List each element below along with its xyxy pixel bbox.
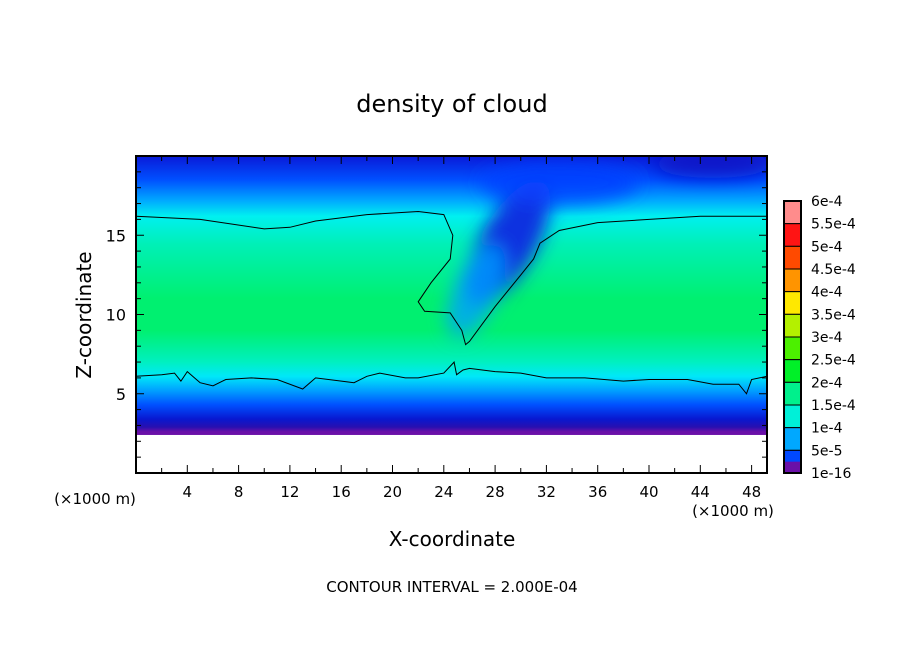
x-tick-label: 8: [234, 483, 244, 501]
colorbar-label: 4.5e-4: [811, 262, 856, 278]
upper-trough: [479, 160, 640, 205]
colorbar-label: 3e-4: [811, 330, 843, 346]
colorbar-swatch: [783, 245, 802, 270]
colorbar-swatch: [783, 359, 802, 383]
colorbar-swatch: [783, 336, 802, 361]
y-tick-label: 10: [106, 306, 126, 325]
x-tick-label: 24: [434, 483, 453, 501]
x-tick-labels: 4 8 12 16 20 24 28 32 36 40 44 48: [183, 483, 762, 501]
contour-lines: [136, 210, 767, 395]
colorbar-frame: [783, 200, 802, 474]
colorbar-label: 1e-4: [811, 421, 843, 437]
colorbar-swatch: [783, 381, 802, 406]
colorbar-label: 2e-4: [811, 375, 843, 391]
colorbar-label: 1e-16: [811, 466, 851, 482]
colorbar-label: 4e-4: [811, 285, 843, 301]
colorbar-swatch: [783, 268, 802, 293]
y-tick-labels: 5 10 15: [106, 226, 126, 404]
colorbar-label: 5e-4: [811, 239, 843, 255]
colorbar-label: 3.5e-4: [811, 307, 856, 323]
colorbar-label: 2.5e-4: [811, 353, 856, 369]
colorbar-swatch: [783, 200, 802, 225]
empty-region: [136, 434, 767, 473]
colorbar-swatch: [783, 223, 802, 247]
y-tick-label: 5: [116, 385, 126, 404]
x-tick-label: 4: [183, 483, 193, 501]
y-unit-label: (×1000 m): [54, 490, 136, 508]
contour-line: [136, 361, 767, 395]
y-axis-label: Z-coordinate: [72, 251, 96, 378]
colorbar-swatch: [783, 427, 802, 451]
x-tick-label: 20: [383, 483, 402, 501]
y-tick-label: 15: [106, 226, 126, 245]
x-axis-label: X-coordinate: [389, 527, 516, 551]
x-tick-label: 44: [691, 483, 710, 501]
intrusion-edge: [446, 244, 505, 337]
low-density-intrusion: [446, 156, 767, 337]
plot-field: [136, 156, 767, 473]
x-tick-label: 48: [742, 483, 761, 501]
x-tick-label: 36: [588, 483, 607, 501]
colorbar-swatch: [783, 291, 802, 315]
axis-ticks: [136, 156, 767, 473]
chart-title: density of cloud: [356, 90, 547, 118]
colorbar-swatch: [783, 313, 802, 338]
x-tick-label: 32: [537, 483, 556, 501]
colorbar-swatch: [783, 404, 802, 429]
colorbar-label: 6e-4: [811, 194, 843, 210]
contour-interval-note: CONTOUR INTERVAL = 2.000E-04: [326, 578, 577, 596]
x-tick-label: 40: [639, 483, 658, 501]
x-tick-label: 16: [332, 483, 351, 501]
colorbar-label: 5e-5: [811, 443, 842, 459]
colorbar-label: 5.5e-4: [811, 217, 856, 233]
colorbar-label: 1.5e-4: [811, 398, 856, 414]
colorbar-swatch: [784, 461, 801, 473]
x-tick-label: 28: [486, 483, 505, 501]
x-unit-label: (×1000 m): [692, 502, 774, 520]
x-tick-label: 12: [280, 483, 299, 501]
upper-dark-patch: [653, 156, 767, 178]
contour-line: [136, 210, 767, 346]
colorbar: 6e-4 5.5e-4 5e-4 4.5e-4 4e-4 3.5e-4 3e-4 2.5e-4…: [783, 194, 856, 482]
